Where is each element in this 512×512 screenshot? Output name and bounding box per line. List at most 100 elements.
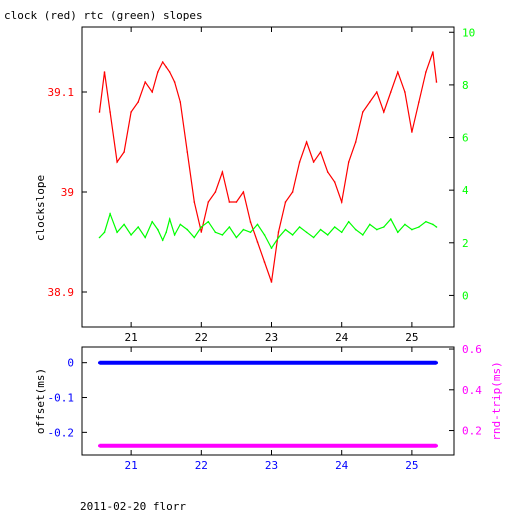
y-tick-label: -0.1 <box>48 392 75 405</box>
y-tick-label: -0.2 <box>48 426 75 439</box>
data-point-roundtrip <box>396 444 400 448</box>
data-point-offset <box>185 361 189 365</box>
x-tick-label: 25 <box>405 331 418 344</box>
data-point-clock <box>291 191 294 193</box>
bottom-right-y-axis-label: rnd-trip(ms) <box>490 361 503 440</box>
data-point-rtc <box>369 223 371 226</box>
data-point-roundtrip <box>98 444 101 448</box>
data-point-rtc <box>221 234 224 236</box>
data-point-clock <box>144 81 146 83</box>
data-point-rtc <box>298 226 301 228</box>
series-line-rtc <box>99 211 437 250</box>
data-point-clock <box>425 71 427 73</box>
data-point-rtc <box>319 228 322 231</box>
data-point-clock <box>277 231 280 233</box>
data-point-clock <box>326 171 329 173</box>
data-point-rtc <box>186 228 189 231</box>
y2-tick-label: 0.6 <box>462 343 482 356</box>
data-point-clock <box>214 191 217 193</box>
data-point-rtc <box>376 228 378 231</box>
chart-title: clock (red) rtc (green) slopes <box>4 9 203 22</box>
data-point-offset <box>220 361 224 365</box>
data-point-rtc <box>284 228 287 231</box>
x-tick-label: 24 <box>335 331 349 344</box>
data-point-clock <box>207 201 210 203</box>
y2-tick-label: 4 <box>462 184 469 197</box>
bottom-series-group <box>98 360 438 448</box>
data-point-rtc <box>161 239 164 241</box>
data-point-clock <box>340 201 343 203</box>
x-tick-label: 22 <box>195 331 208 344</box>
data-point-clock <box>354 141 357 143</box>
data-point-rtc <box>249 231 252 234</box>
x-tick-label: 23 <box>265 331 278 344</box>
data-point-offset <box>326 361 330 365</box>
data-point-roundtrip <box>435 444 438 448</box>
data-point-rtc <box>291 234 294 236</box>
data-point-roundtrip <box>343 444 347 448</box>
data-point-offset <box>168 361 172 365</box>
x-tick-label: 22 <box>195 459 208 472</box>
data-point-roundtrip <box>220 444 224 448</box>
x-tick-label: 21 <box>125 459 138 472</box>
data-point-roundtrip <box>273 444 277 448</box>
data-point-rtc <box>109 213 111 215</box>
top-right-y-axis: 0 2 4 6 8 10 <box>449 26 475 302</box>
data-point-rtc <box>123 223 125 226</box>
data-point-clock <box>165 66 167 68</box>
data-point-clock <box>319 151 322 153</box>
data-point-clock <box>116 161 118 163</box>
data-point-clock <box>249 221 252 223</box>
data-point-rtc <box>98 236 101 239</box>
data-point-rtc <box>340 231 343 234</box>
bottom-x-axis: 21 22 23 24 25 <box>125 347 419 472</box>
data-point-offset <box>396 361 400 365</box>
data-point-offset <box>378 361 382 365</box>
y-tick-label: 39 <box>61 186 74 199</box>
data-point-rtc <box>326 234 329 236</box>
data-point-offset <box>133 361 137 365</box>
data-point-clock <box>284 201 287 203</box>
data-point-roundtrip <box>185 444 189 448</box>
data-point-clock <box>221 171 224 173</box>
data-point-clock <box>228 201 231 203</box>
x-tick-label: 25 <box>405 459 418 472</box>
data-point-rtc <box>130 234 132 236</box>
data-point-rtc <box>242 228 245 231</box>
data-point-clock <box>432 51 434 53</box>
data-point-clock <box>418 101 420 103</box>
data-point-clock <box>179 101 182 103</box>
data-point-offset <box>291 361 295 365</box>
data-point-clock <box>263 261 266 263</box>
bottom-left-y-axis: 0 -0.1 -0.2 <box>48 357 87 439</box>
data-point-rtc <box>404 223 406 226</box>
data-point-rtc <box>270 247 273 249</box>
data-point-clock <box>305 141 308 143</box>
data-point-clock <box>109 111 111 113</box>
data-point-clock <box>242 191 245 193</box>
data-point-rtc <box>425 220 427 223</box>
data-point-clock <box>270 281 273 283</box>
data-point-rtc <box>435 226 438 228</box>
data-point-rtc <box>432 223 434 226</box>
y2-tick-label: 0.4 <box>462 384 482 397</box>
data-point-clock <box>256 241 259 243</box>
top-x-axis: 21 22 23 24 25 <box>125 27 419 344</box>
data-point-rtc <box>354 228 357 231</box>
data-point-clock <box>161 61 164 63</box>
data-point-rtc <box>200 226 203 228</box>
data-point-offset <box>361 361 365 365</box>
data-point-clock <box>333 181 336 183</box>
data-point-roundtrip <box>361 444 365 448</box>
data-point-clock <box>186 151 189 153</box>
data-point-rtc <box>235 236 238 239</box>
data-point-clock <box>193 201 196 203</box>
data-point-offset <box>308 361 312 365</box>
data-point-clock <box>168 71 171 73</box>
data-point-clock <box>369 101 371 103</box>
y2-tick-label: 8 <box>462 79 469 92</box>
data-point-roundtrip <box>133 444 137 448</box>
y-tick-label: 38.9 <box>48 286 75 299</box>
data-point-offset <box>238 361 242 365</box>
data-point-clock <box>383 111 385 113</box>
